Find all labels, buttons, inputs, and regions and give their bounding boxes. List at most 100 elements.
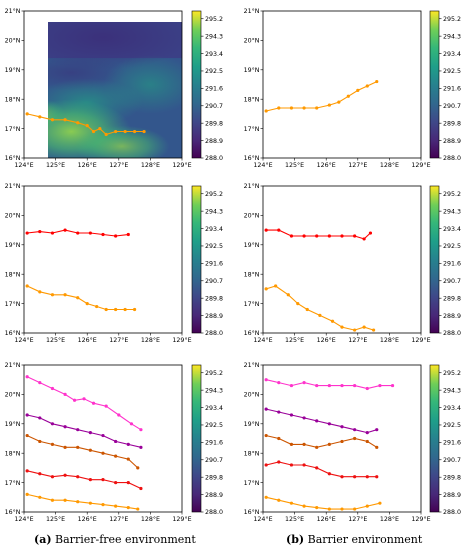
y-tick-label: 20°N <box>244 37 260 45</box>
trajectory-point <box>85 302 89 306</box>
colorbar-tick-label: 288.9 <box>205 313 223 320</box>
trajectory-point <box>378 501 382 505</box>
y-tick-label: 17°N <box>5 300 21 308</box>
trajectory-line <box>266 285 374 331</box>
trajectory-point <box>264 495 268 499</box>
x-tick-label: 129°E <box>411 336 430 344</box>
colorbar-tick-label: 291.6 <box>443 86 461 93</box>
obstacle-marker <box>371 242 376 248</box>
panel-a1: 124°E 125°E 126°E 127°E 128°E 129°E 16°N 17°N 18… <box>5 7 223 169</box>
y-tick-label: 21°N <box>244 182 260 190</box>
x-tick-label: 128°E <box>141 161 160 169</box>
trajectory-point <box>50 293 55 297</box>
y-tick-label: 21°N <box>5 182 21 190</box>
obstacle-marker <box>323 38 329 43</box>
trajectory-point <box>104 404 108 408</box>
trajectory-point <box>133 129 137 134</box>
x-tick-label: 129°E <box>172 336 191 344</box>
trajectory-point <box>302 381 306 385</box>
trajectory-point <box>375 445 379 449</box>
x-tick-label: 128°E <box>380 336 399 344</box>
trajectory-point <box>368 231 373 235</box>
trajectory-line <box>266 461 377 478</box>
trajectory-point <box>315 383 319 388</box>
heatmap-a2 <box>24 186 182 333</box>
colorbar <box>429 10 440 159</box>
obstacle-marker <box>323 392 329 397</box>
x-tick-label: 127°E <box>109 515 128 523</box>
trajectory-line <box>27 470 142 489</box>
caption-left-text: Barrier-free environment <box>51 533 196 546</box>
trajectory-point <box>353 475 357 479</box>
trajectory-point <box>88 448 92 452</box>
obstacle-marker <box>355 301 361 306</box>
trajectory-point <box>101 433 105 438</box>
axes-frame <box>262 364 422 513</box>
trajectory-point <box>139 445 143 449</box>
trajectory-point <box>340 439 344 444</box>
trajectory-point <box>353 507 357 511</box>
obstacle-marker <box>308 52 313 58</box>
colorbar-tick-label: 288.0 <box>443 330 461 337</box>
x-tick-label: 125°E <box>285 336 304 344</box>
trajectory-point <box>63 473 67 477</box>
colorbar-tick-label: 289.8 <box>205 295 223 302</box>
caption-left: (a) Barrier-free environment <box>34 533 196 546</box>
trajectory-point <box>50 118 55 122</box>
colorbar-tick-label: 292.5 <box>205 422 223 429</box>
colorbar-tick-label: 289.8 <box>205 474 223 481</box>
colorbar-tick-label: 293.4 <box>443 226 461 233</box>
x-tick-label: 129°E <box>411 161 430 169</box>
trajectory-point <box>101 478 105 482</box>
x-tick-label: 127°E <box>348 515 367 523</box>
trajectory-point <box>126 505 130 510</box>
y-tick-label: 20°N <box>5 37 21 45</box>
trajectory-point <box>340 507 344 511</box>
trajectory-point <box>50 422 55 426</box>
trajectory-point <box>133 307 137 312</box>
y-tick-label: 21°N <box>5 361 21 369</box>
trajectory-point <box>126 457 130 461</box>
colorbar-tick-label: 295.2 <box>443 191 461 198</box>
trajectory-point <box>101 451 105 455</box>
trajectory-point <box>101 232 105 237</box>
x-tick-label: 129°E <box>411 515 430 523</box>
colorbar-tick-label: 294.3 <box>443 387 461 394</box>
trajectory-point <box>63 445 67 449</box>
obstacle-marker <box>323 213 329 218</box>
trajectory-point <box>264 407 268 411</box>
trajectory-point <box>25 375 29 379</box>
y-tick-label: 18°N <box>5 95 21 103</box>
trajectory-line <box>266 229 371 240</box>
y-tick-label: 17°N <box>244 125 260 133</box>
obstacle-marker <box>276 67 282 73</box>
panel-b2: 124°E 125°E 126°E 127°E 128°E 129°E 16°N 17°N 18… <box>244 182 461 344</box>
trajectory-point <box>114 129 118 134</box>
trajectory-point <box>76 296 80 300</box>
trajectory-point <box>114 234 118 238</box>
trajectory-point <box>302 504 306 508</box>
obstacle-marker <box>371 102 376 108</box>
trajectory-point <box>353 234 357 238</box>
colorbar-tick-label: 295.2 <box>205 370 223 377</box>
colorbar-tick-label: 291.6 <box>205 86 223 93</box>
trajectory-point <box>88 431 92 435</box>
colorbar-tick-label: 289.8 <box>205 120 223 127</box>
trajectory-point <box>264 109 268 113</box>
trajectory-point <box>286 293 290 297</box>
colorbar-tick-label: 290.7 <box>205 278 223 285</box>
x-tick-label: 127°E <box>109 336 128 344</box>
trajectory-point <box>365 475 369 479</box>
trajectory-point <box>302 234 306 238</box>
x-tick-label: 129°E <box>172 515 191 523</box>
colorbar-tick-label: 290.7 <box>443 103 461 110</box>
colorbar-tick-label: 295.2 <box>205 16 223 23</box>
trajectory-point <box>25 231 29 235</box>
trajectory-point <box>318 313 322 317</box>
trajectory-point <box>315 106 319 110</box>
obstacle-marker <box>308 192 313 198</box>
trajectory-point <box>85 124 89 128</box>
obstacle-marker <box>276 421 282 427</box>
colorbar-tick-label: 293.4 <box>205 226 223 233</box>
colorbar-tick-label: 288.0 <box>443 509 461 516</box>
